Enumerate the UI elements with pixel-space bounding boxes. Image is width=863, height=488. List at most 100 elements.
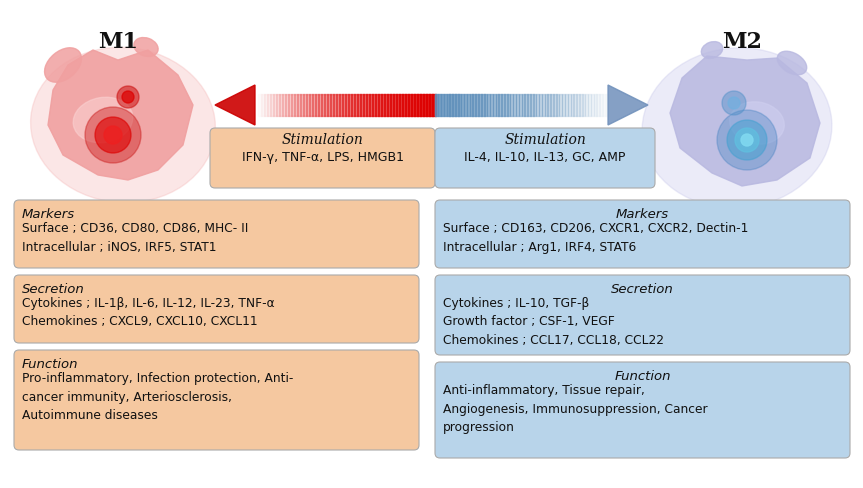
Ellipse shape — [30, 47, 216, 203]
Bar — [366, 94, 369, 116]
Bar — [321, 94, 324, 116]
Polygon shape — [48, 50, 193, 180]
Bar — [375, 94, 379, 116]
Bar — [527, 94, 531, 116]
Bar — [354, 94, 357, 116]
Bar — [438, 94, 441, 116]
Ellipse shape — [45, 48, 81, 82]
Bar — [553, 94, 557, 116]
Bar — [384, 94, 387, 116]
Bar — [336, 94, 339, 116]
Bar — [387, 94, 390, 116]
Polygon shape — [608, 85, 648, 125]
Bar — [288, 94, 292, 116]
Text: Function: Function — [22, 358, 79, 371]
Text: Surface ; CD163, CD206, CXCR1, CXCR2, Dectin-1
Intracellular ; Arg1, IRF4, STAT6: Surface ; CD163, CD206, CXCR1, CXCR2, De… — [443, 222, 748, 253]
Text: IFN-γ, TNF-α, LPS, HMGB1: IFN-γ, TNF-α, LPS, HMGB1 — [242, 151, 404, 164]
Bar — [414, 94, 418, 116]
Bar — [402, 94, 406, 116]
Bar — [294, 94, 298, 116]
Bar — [345, 94, 349, 116]
Bar — [426, 94, 430, 116]
Bar — [510, 94, 513, 116]
Circle shape — [728, 97, 740, 109]
Bar — [472, 94, 476, 116]
Bar — [327, 94, 331, 116]
FancyBboxPatch shape — [14, 350, 419, 450]
Bar — [399, 94, 402, 116]
Bar — [516, 94, 520, 116]
Ellipse shape — [702, 41, 722, 59]
Bar — [339, 94, 343, 116]
Bar — [446, 94, 450, 116]
Bar — [573, 94, 576, 116]
Bar — [303, 94, 306, 116]
Bar — [570, 94, 574, 116]
Bar — [467, 94, 470, 116]
Circle shape — [117, 86, 139, 108]
FancyBboxPatch shape — [435, 362, 850, 458]
Bar — [533, 94, 537, 116]
Bar — [579, 94, 583, 116]
Text: Cytokines ; IL-1β, IL-6, IL-12, IL-23, TNF-α
Chemokines ; CXCL9, CXCL10, CXCL11: Cytokines ; IL-1β, IL-6, IL-12, IL-23, T… — [22, 297, 274, 328]
Text: Cytokines ; IL-10, TGF-β
Growth factor ; CSF-1, VEGF
Chemokines ; CCL17, CCL18, : Cytokines ; IL-10, TGF-β Growth factor ;… — [443, 297, 664, 347]
Bar — [539, 94, 542, 116]
Ellipse shape — [73, 97, 133, 143]
Polygon shape — [215, 85, 255, 125]
FancyBboxPatch shape — [435, 200, 850, 268]
Bar — [576, 94, 580, 116]
Bar — [411, 94, 414, 116]
Bar — [291, 94, 294, 116]
Bar — [351, 94, 355, 116]
Bar — [525, 94, 528, 116]
Bar — [315, 94, 318, 116]
Bar — [482, 94, 484, 116]
Bar — [318, 94, 322, 116]
Text: Function: Function — [614, 370, 671, 383]
Circle shape — [735, 128, 759, 152]
Text: Stimulation: Stimulation — [281, 133, 363, 147]
Bar — [348, 94, 351, 116]
Text: Anti-inflammatory, Tissue repair,
Angiogenesis, Immunosuppression, Cancer
progre: Anti-inflammatory, Tissue repair, Angiog… — [443, 384, 708, 434]
Ellipse shape — [134, 38, 158, 57]
Bar — [300, 94, 304, 116]
Bar — [582, 94, 585, 116]
Bar — [363, 94, 367, 116]
Bar — [545, 94, 548, 116]
Bar — [282, 94, 286, 116]
Bar — [258, 94, 261, 116]
Bar — [270, 94, 274, 116]
FancyBboxPatch shape — [435, 128, 655, 188]
Bar — [551, 94, 554, 116]
Bar — [297, 94, 300, 116]
Bar — [585, 94, 589, 116]
Text: Markers: Markers — [616, 208, 669, 221]
Bar — [556, 94, 559, 116]
Bar — [495, 94, 499, 116]
Bar — [429, 94, 432, 116]
Bar — [396, 94, 400, 116]
Ellipse shape — [642, 48, 832, 208]
Circle shape — [122, 91, 134, 103]
Text: Markers: Markers — [22, 208, 75, 221]
Bar — [513, 94, 516, 116]
Text: Stimulation: Stimulation — [504, 133, 586, 147]
Bar — [306, 94, 310, 116]
Bar — [478, 94, 482, 116]
Bar — [562, 94, 565, 116]
Circle shape — [741, 134, 753, 146]
Bar — [417, 94, 420, 116]
FancyBboxPatch shape — [14, 275, 419, 343]
Bar — [602, 94, 606, 116]
Bar — [455, 94, 458, 116]
Bar — [324, 94, 327, 116]
Bar — [261, 94, 264, 116]
Bar — [279, 94, 282, 116]
Bar — [276, 94, 280, 116]
Bar — [360, 94, 363, 116]
Bar — [564, 94, 568, 116]
Bar — [405, 94, 408, 116]
Bar — [458, 94, 462, 116]
Text: Secretion: Secretion — [611, 283, 674, 296]
Bar — [450, 94, 453, 116]
